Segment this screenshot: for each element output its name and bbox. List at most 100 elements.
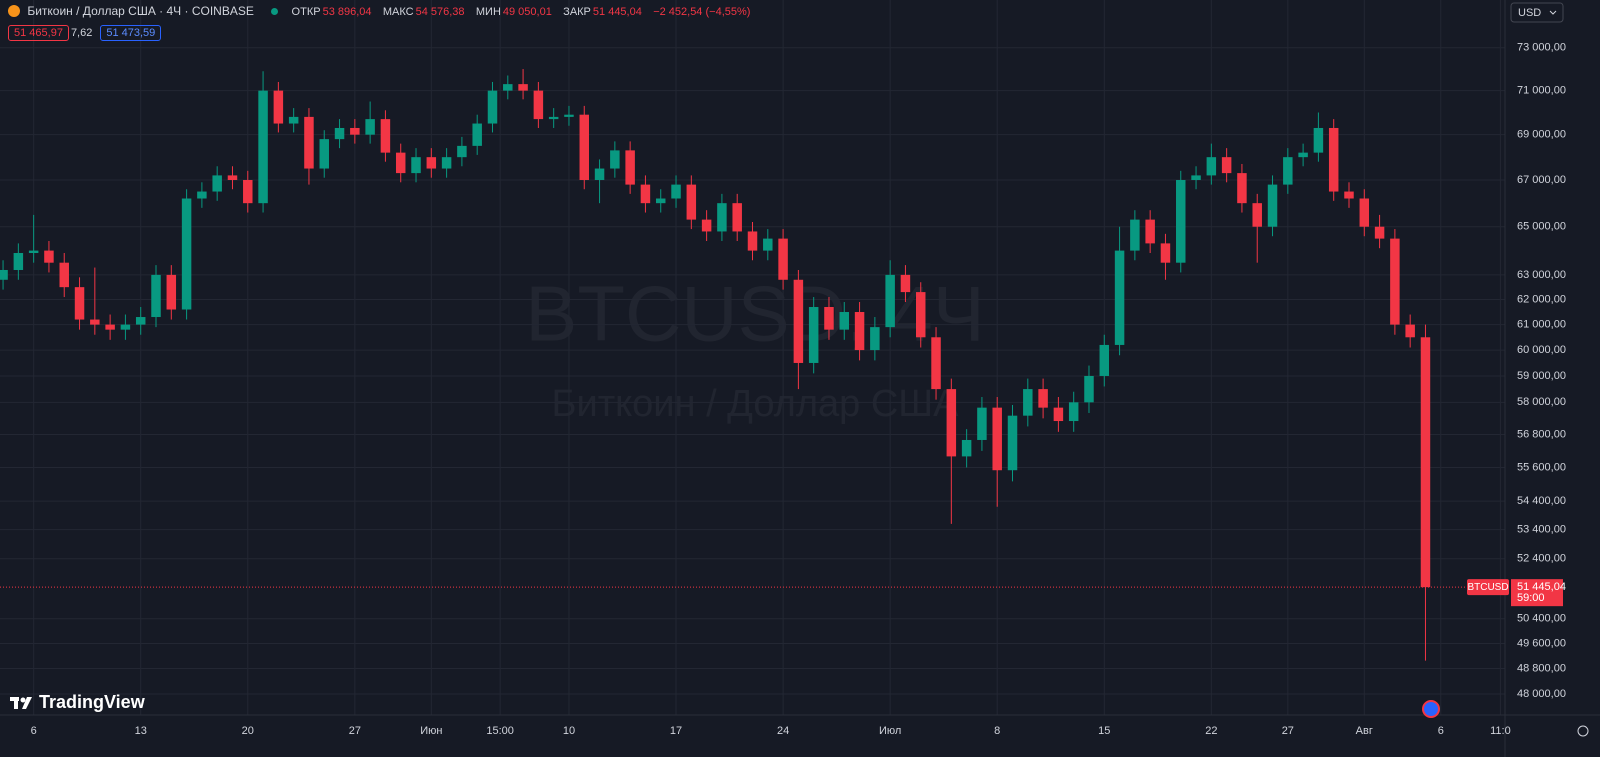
candle-body [1023, 389, 1033, 416]
candle-body [747, 231, 758, 251]
x-tick-label: 8 [994, 725, 1000, 737]
settings-icon[interactable] [1577, 725, 1589, 737]
candle-body [793, 279, 804, 363]
candle-body [946, 389, 957, 457]
ohlc-value: 49 050,01 [502, 6, 552, 18]
x-tick-label: 6 [31, 725, 37, 737]
candle-body [778, 238, 788, 280]
candle-body [1359, 198, 1370, 227]
candle-body [594, 168, 605, 180]
candle-body [701, 219, 712, 232]
event-flag[interactable] [1422, 700, 1440, 718]
candle-body [181, 198, 192, 310]
candle-body [273, 90, 284, 124]
candle-body [1099, 344, 1110, 376]
x-tick-label: 20 [242, 725, 254, 737]
candle-body [916, 292, 926, 338]
candle-body [334, 127, 345, 140]
candle-body [1160, 243, 1171, 263]
candle-body [350, 127, 360, 135]
x-tick-label: 27 [349, 725, 361, 737]
candle-body [1313, 127, 1324, 153]
y-tick-label: 48 800,00 [1517, 662, 1566, 674]
symbol: Биткоин / Доллар США · 4Ч · COINBASE [27, 4, 254, 18]
candle-body [1237, 173, 1247, 204]
candle-body [671, 184, 681, 199]
x-tick-label: 24 [777, 725, 789, 737]
watermark-name: Биткоин / Доллар США [552, 383, 960, 425]
x-tick-label: 17 [670, 725, 682, 737]
candle-body [503, 84, 513, 91]
candle-body [1344, 191, 1354, 199]
x-tick-label: 27 [1282, 725, 1294, 737]
ohlc-value: 51 445,04 [592, 6, 642, 18]
candle-body [1298, 152, 1308, 158]
candle-body [28, 250, 39, 254]
x-tick-label: Авг [1356, 725, 1373, 737]
candle-body [992, 407, 1002, 471]
y-tick-label: 73 000,00 [1517, 42, 1566, 54]
candle-body [1176, 179, 1186, 263]
x-tick-label: 15 [1098, 725, 1110, 737]
candle-body [243, 179, 253, 204]
candle-body [900, 274, 911, 293]
candle-body [1405, 324, 1415, 338]
y-tick-label: 63 000,00 [1517, 269, 1566, 281]
x-tick-label: 22 [1205, 725, 1217, 737]
candle-body [655, 198, 666, 204]
brand: TradingView [39, 692, 146, 712]
candle-body [258, 90, 268, 204]
candle-body [610, 150, 620, 169]
candle-body [1007, 415, 1018, 471]
symbol-line: Биткоин / Доллар США · 4Ч · COINBASE ОТК… [8, 4, 752, 18]
candle-body [854, 312, 865, 351]
candle-body [135, 317, 146, 325]
y-tick-label: 61 000,00 [1517, 319, 1566, 331]
candle-body [1114, 250, 1125, 345]
change: −2 452,54 (−4,55%) [653, 6, 751, 18]
candle-body [441, 157, 452, 169]
candle-body [105, 324, 115, 330]
candle-body [1283, 157, 1293, 185]
bid[interactable]: 51 465,97 [8, 25, 69, 41]
candle-body [227, 175, 238, 180]
y-tick-label: 62 000,00 [1517, 293, 1566, 305]
y-tick-label: 50 400,00 [1517, 613, 1566, 625]
candle-body [548, 116, 559, 120]
ask[interactable]: 51 473,59 [100, 25, 162, 41]
candle-body [579, 114, 589, 180]
candle-body [74, 287, 85, 320]
candle-body [1053, 407, 1064, 422]
candle-body [1206, 157, 1217, 176]
ohlc-label: ЗАКР [563, 6, 591, 18]
ohlc-value: 53 896,04 [322, 6, 372, 18]
market-status [271, 8, 279, 15]
candle-body [564, 114, 574, 117]
candle-body [212, 175, 222, 192]
logo-part [20, 697, 26, 703]
candle-body [808, 307, 819, 363]
currency-button[interactable] [1510, 2, 1564, 23]
spread: 7,62 [70, 27, 93, 39]
candle-body [625, 150, 635, 185]
candle-body [120, 324, 131, 330]
ticker-badge [1467, 579, 1509, 596]
candle-body [1267, 184, 1278, 227]
candle-body [533, 90, 544, 120]
candle-body [1252, 203, 1262, 227]
candle-body [472, 123, 482, 146]
candle-body [487, 90, 498, 124]
countdown: 59:00 [1517, 592, 1545, 604]
y-tick-label: 71 000,00 [1517, 85, 1566, 97]
candle-body [197, 191, 207, 199]
ohlc-value: 54 576,38 [415, 6, 465, 18]
candle-body [732, 203, 742, 232]
candle-body [457, 145, 467, 158]
candle-body [1038, 389, 1048, 408]
logo-part [14, 697, 18, 709]
candle-body [1420, 337, 1431, 588]
candle-body [717, 203, 727, 232]
y-tick-label: 49 600,00 [1517, 637, 1566, 649]
x-tick-label: Июн [420, 725, 442, 737]
